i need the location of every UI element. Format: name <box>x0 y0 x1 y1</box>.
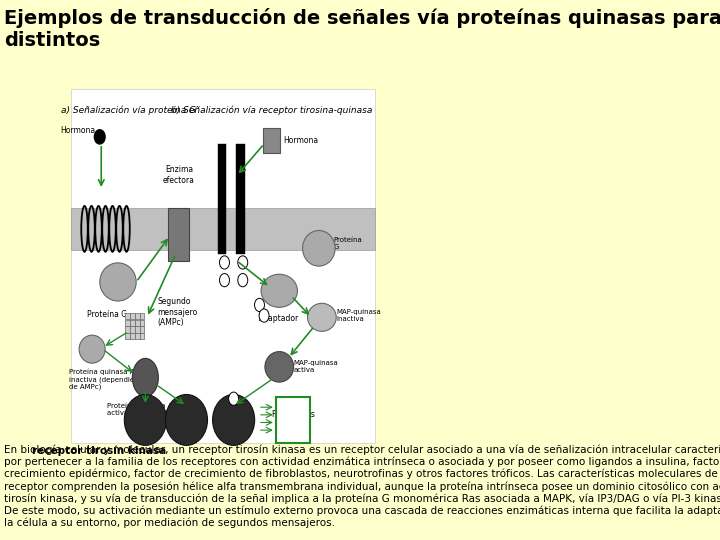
Text: P: P <box>223 278 226 282</box>
Bar <box>130 326 135 333</box>
Circle shape <box>220 256 230 269</box>
Ellipse shape <box>125 394 166 446</box>
Text: Proteína quinasa A
inactiva (dependiente
de AMPc): Proteína quinasa A inactiva (dependiente… <box>69 369 146 390</box>
Text: P: P <box>262 313 266 318</box>
Bar <box>125 320 130 326</box>
Bar <box>135 320 140 326</box>
Ellipse shape <box>302 231 335 266</box>
Text: P: P <box>258 302 261 307</box>
Text: receptor tirosín kinasa: receptor tirosín kinasa <box>32 446 166 456</box>
Ellipse shape <box>79 335 105 363</box>
Ellipse shape <box>166 394 207 446</box>
Circle shape <box>238 256 248 269</box>
Bar <box>135 326 140 333</box>
Ellipse shape <box>132 359 158 396</box>
Circle shape <box>238 274 248 287</box>
Text: b) Señalización vía receptor tirosina-quinasa: b) Señalización vía receptor tirosina-qu… <box>171 105 372 114</box>
Bar <box>140 320 145 326</box>
Ellipse shape <box>212 394 255 446</box>
Bar <box>130 320 135 326</box>
Bar <box>71 89 375 443</box>
Bar <box>276 397 310 443</box>
Text: P: P <box>232 396 235 401</box>
Bar <box>130 333 135 339</box>
Text: Hormona: Hormona <box>60 126 95 135</box>
Bar <box>168 208 189 261</box>
Text: Segundo
mensajero
(AMPc): Segundo mensajero (AMPc) <box>158 297 198 327</box>
Text: Enzima
efectora: Enzima efectora <box>163 165 195 185</box>
Circle shape <box>220 274 230 287</box>
Circle shape <box>94 130 105 144</box>
Text: Proteína quinasa A
activada por AMPc: Proteína quinasa A activada por AMPc <box>107 402 172 416</box>
Text: Hormona: Hormona <box>283 136 318 145</box>
Text: Proteína G: Proteína G <box>87 310 127 319</box>
Text: MAP-quinasa
activa: MAP-quinasa activa <box>294 360 338 373</box>
Text: Respuestas
celulares: Respuestas celulares <box>271 410 315 430</box>
Bar <box>135 333 140 339</box>
Ellipse shape <box>261 274 297 307</box>
Bar <box>140 313 145 319</box>
Ellipse shape <box>307 303 336 332</box>
Ellipse shape <box>100 263 136 301</box>
Text: P: P <box>223 260 226 265</box>
Text: Ejemplos de transducción de señales vía proteínas quinasas para dos receptores
d: Ejemplos de transducción de señales vía … <box>4 8 720 50</box>
Text: Adaptador: Adaptador <box>259 314 300 323</box>
Text: P: P <box>241 260 244 265</box>
Ellipse shape <box>265 352 294 382</box>
Bar <box>125 333 130 339</box>
Circle shape <box>229 392 238 406</box>
Text: a) Señalización vía proteína G: a) Señalización vía proteína G <box>61 105 197 114</box>
Bar <box>135 313 140 319</box>
Circle shape <box>259 309 269 322</box>
Text: En biología celular y molecular, un receptor tirosín kinasa es un receptor celul: En biología celular y molecular, un rece… <box>4 444 720 528</box>
Bar <box>140 333 145 339</box>
Bar <box>217 144 226 254</box>
Text: MAP-quinasa
inactiva: MAP-quinasa inactiva <box>336 309 381 322</box>
Bar <box>236 144 245 254</box>
Bar <box>125 313 130 319</box>
Bar <box>130 313 135 319</box>
Bar <box>264 127 280 153</box>
Text: P: P <box>241 278 244 282</box>
Circle shape <box>255 298 264 312</box>
Bar <box>71 207 375 250</box>
Bar <box>125 326 130 333</box>
Bar <box>140 326 145 333</box>
Text: Proteína
G: Proteína G <box>333 237 362 249</box>
